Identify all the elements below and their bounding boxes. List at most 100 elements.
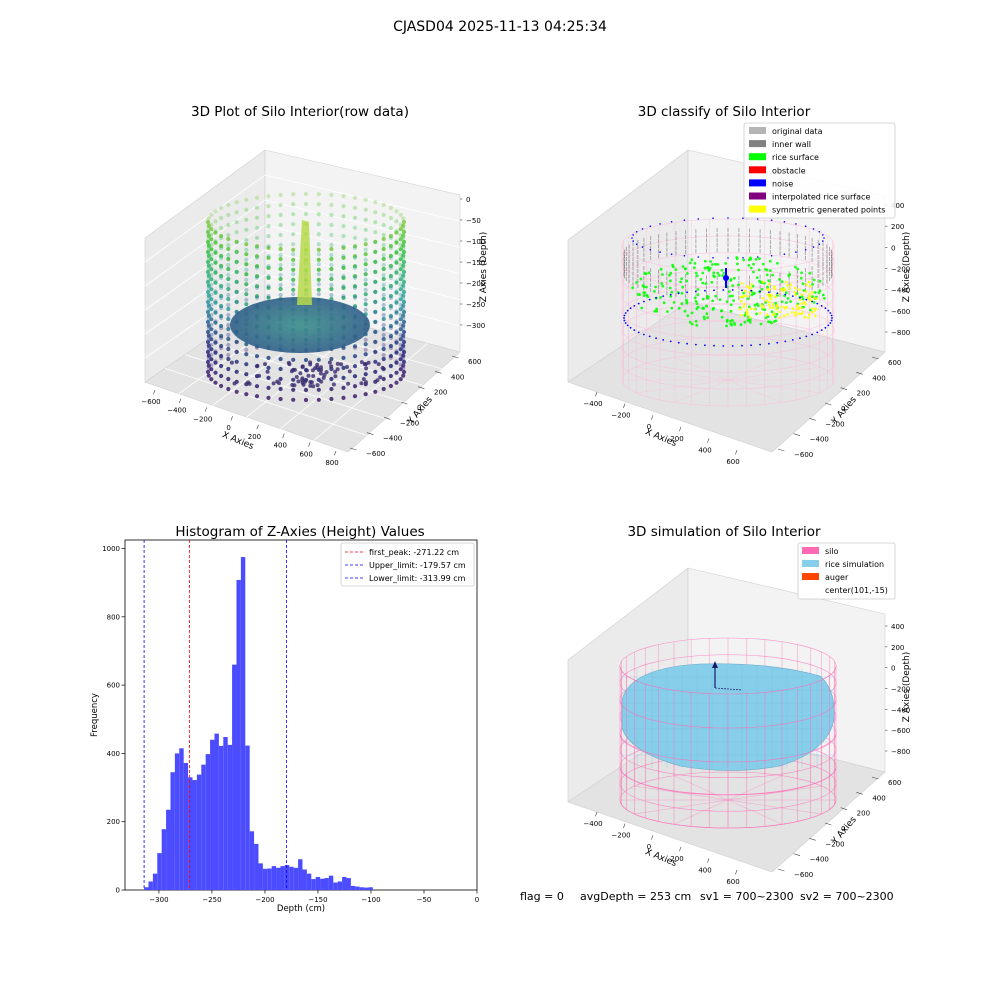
legend-swatch xyxy=(749,127,766,134)
histogram-bar xyxy=(232,665,236,890)
histogram-bar xyxy=(324,878,328,890)
histogram-bar xyxy=(175,753,179,890)
legend-label: silo xyxy=(825,547,839,556)
legend-swatch xyxy=(802,547,819,554)
histogram-bar xyxy=(210,740,214,890)
status-sv2: sv2 = 700~2300 xyxy=(800,890,894,903)
tick-label: 200 xyxy=(434,389,447,397)
histogram-bar xyxy=(219,746,223,890)
raw-panel-title: 3D Plot of Silo Interior(row data) xyxy=(191,104,409,120)
histogram-bar xyxy=(206,754,210,890)
simulation-x-axis-label: X Axies xyxy=(643,847,678,869)
histogram-bar xyxy=(351,886,355,890)
histogram-bar xyxy=(214,734,218,890)
histogram-x-tick-label: −100 xyxy=(361,896,380,904)
tick-label: −600 xyxy=(366,450,385,458)
tick-label: −600 xyxy=(141,398,160,406)
tick-label: −50 xyxy=(466,217,481,225)
histogram-y-axis-label: Frequency xyxy=(90,693,100,737)
histogram-y-tick-label: 1000 xyxy=(102,545,120,553)
histogram-bar xyxy=(258,863,262,890)
tick-label: 0 xyxy=(891,244,895,252)
figure-title: CJASD04 2025-11-13 04:25:34 xyxy=(393,19,607,35)
histogram-y-tick-label: 600 xyxy=(107,682,120,690)
histogram-x-tick-label: −250 xyxy=(202,896,221,904)
tick-label: 400 xyxy=(451,373,464,381)
tick-label: 400 xyxy=(698,446,711,454)
histogram-bar xyxy=(272,866,276,890)
raw-z-axis-label: Z Axies (Depth) xyxy=(479,232,489,303)
classify-3d-panel: 3D classify of Silo Interior −400 −200 0 20… xyxy=(568,104,912,466)
tick-label: 200 xyxy=(857,390,870,398)
histogram-y-tick-label: 200 xyxy=(107,818,120,826)
tick-label: 600 xyxy=(468,358,481,366)
classify-legend-frame xyxy=(744,123,895,218)
histogram-bar xyxy=(285,865,289,890)
tick-label: 600 xyxy=(726,878,739,886)
histogram-bar xyxy=(360,887,364,890)
tick-label: −400 xyxy=(810,436,829,444)
histogram-x-tick-label: −150 xyxy=(308,896,327,904)
legend-label: obstacle xyxy=(772,166,806,175)
histogram-bar xyxy=(298,859,302,890)
histogram-bar xyxy=(338,881,342,890)
tick-label: 200 xyxy=(891,644,904,652)
histogram-panel: Histogram of Z-Axies (Height) Values −30… xyxy=(90,524,479,914)
raw-inner-mound xyxy=(230,297,370,353)
legend-swatch xyxy=(749,193,766,200)
histogram-bar xyxy=(368,887,372,890)
tick-label: −600 xyxy=(891,308,910,316)
tick-label: 0 xyxy=(891,665,895,673)
tick-label: 800 xyxy=(325,459,338,467)
tick-label: −200 xyxy=(611,412,630,420)
histogram-bar xyxy=(228,745,232,890)
legend-label: rice surface xyxy=(772,153,819,162)
histogram-bar xyxy=(294,868,298,890)
tick-label: −200 xyxy=(611,832,630,840)
histogram-bar xyxy=(236,580,240,890)
histogram-bar xyxy=(355,887,359,890)
histogram-bar xyxy=(170,772,174,890)
histogram-bar xyxy=(316,877,320,890)
histogram-bar xyxy=(153,874,157,890)
tick-label: −600 xyxy=(794,871,813,879)
histogram-x-axis-label: Depth (cm) xyxy=(277,904,325,914)
status-line: flag = 0 avgDepth = 253 cm sv1 = 700~230… xyxy=(520,890,894,903)
histogram-legend: first_peak: -271.22 cm Upper_limit: -179.… xyxy=(341,543,474,586)
histogram-legend-label: Upper_limit: -179.57 cm xyxy=(369,561,466,570)
raw-y-axis-label: Y Axies xyxy=(406,395,435,427)
histogram-bar xyxy=(333,882,337,890)
histogram-bar xyxy=(201,765,205,890)
status-sv1: sv1 = 700~2300 xyxy=(700,890,794,903)
histogram-bar xyxy=(346,878,350,890)
tick-label: −800 xyxy=(891,329,910,337)
histogram-bar xyxy=(311,879,315,890)
histogram-x-ticks: −300 −250 −200 −150 −100 −50 0 xyxy=(149,890,479,904)
simulation-z-axis-label: Z Axies (Depth) xyxy=(902,652,912,723)
histogram-bar xyxy=(364,888,368,890)
tick-label: −600 xyxy=(794,451,813,459)
histogram-bar xyxy=(157,853,161,890)
histogram-bar xyxy=(144,887,148,890)
histogram-legend-label: Lower_limit: -313.99 cm xyxy=(369,574,466,583)
histogram-legend-label: first_peak: -271.22 cm xyxy=(369,548,459,557)
legend-swatch xyxy=(749,166,766,173)
histogram-y-ticks: 02004006008001000 xyxy=(102,545,125,894)
classify-legend: original data inner wall rice surface obsta… xyxy=(744,123,895,218)
histogram-bar xyxy=(197,775,201,890)
tick-label: −600 xyxy=(891,727,910,735)
tick-label: 0 xyxy=(466,196,470,204)
histogram-bar xyxy=(188,777,192,890)
tick-label: 400 xyxy=(872,374,885,382)
histogram-bar xyxy=(166,810,170,890)
histogram-y-tick-label: 0 xyxy=(116,887,120,895)
simulation-legend: silo rice simulation auger center(101,-15) xyxy=(798,543,895,599)
histogram-bar xyxy=(162,829,166,890)
tick-label: 400 xyxy=(698,866,711,874)
legend-swatch xyxy=(802,573,819,580)
histogram-bar xyxy=(267,868,271,890)
legend-swatch xyxy=(749,206,766,213)
histogram-bar xyxy=(148,881,152,890)
legend-label: interpolated rice surface xyxy=(772,193,870,202)
